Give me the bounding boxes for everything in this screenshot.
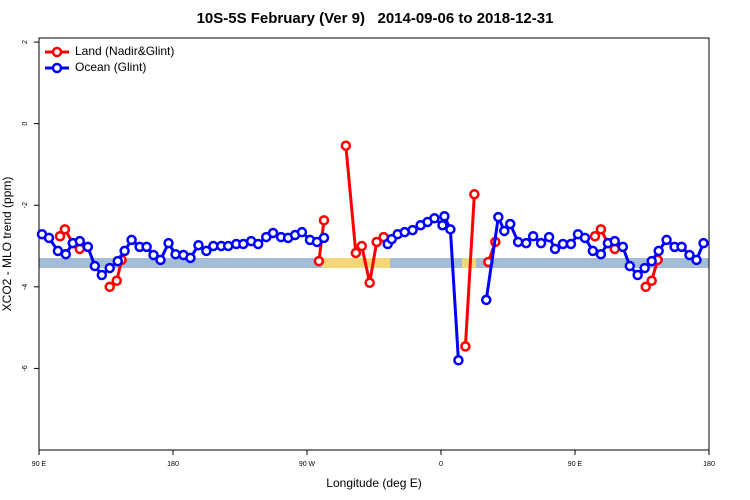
x-tick-label: 90 E bbox=[32, 461, 47, 468]
x-tick-label: 180 bbox=[167, 461, 179, 468]
data-point bbox=[163, 237, 174, 249]
data-point bbox=[111, 275, 122, 286]
data-point bbox=[54, 230, 66, 242]
data-point bbox=[252, 238, 264, 250]
y-tick-label: -4 bbox=[22, 284, 29, 290]
data-point bbox=[429, 213, 440, 224]
data-point bbox=[60, 248, 72, 260]
data-point bbox=[646, 275, 657, 286]
chart-title: 10S-5S February (Ver 9) 2014-09-06 to 20… bbox=[197, 10, 554, 27]
data-point bbox=[640, 281, 651, 293]
y-tick-label: 2 bbox=[22, 40, 29, 44]
data-point bbox=[549, 243, 561, 255]
data-point bbox=[512, 236, 524, 248]
data-point bbox=[371, 236, 382, 248]
data-point bbox=[639, 262, 650, 274]
data-point bbox=[267, 227, 279, 239]
x-tick-label: 90 W bbox=[299, 461, 316, 468]
data-point bbox=[59, 224, 71, 235]
data-point bbox=[661, 234, 672, 246]
data-point bbox=[595, 224, 607, 235]
data-point bbox=[589, 230, 601, 242]
data-point bbox=[222, 240, 234, 252]
data-point bbox=[119, 245, 130, 257]
y-tick-label: -6 bbox=[22, 365, 29, 371]
data-point bbox=[579, 232, 591, 244]
plot-frame bbox=[38, 37, 710, 451]
data-point bbox=[89, 260, 101, 272]
data-point bbox=[148, 249, 159, 261]
data-point bbox=[356, 240, 368, 252]
data-point bbox=[617, 241, 629, 253]
data-point bbox=[493, 211, 504, 223]
legend-label: Land (Nadir&Glint) bbox=[75, 44, 174, 58]
y-axis-label: XCO2 - MLO trend (ppm) bbox=[0, 177, 14, 312]
data-point bbox=[543, 231, 555, 243]
data-point bbox=[439, 211, 450, 222]
data-point bbox=[646, 255, 657, 267]
data-point bbox=[141, 241, 152, 253]
data-point bbox=[595, 248, 607, 260]
data-point bbox=[445, 224, 456, 235]
data-point bbox=[691, 254, 702, 266]
legend-marker bbox=[51, 62, 63, 74]
data-point bbox=[126, 234, 137, 246]
data-point bbox=[193, 239, 204, 251]
data-point bbox=[364, 277, 375, 289]
data-point bbox=[504, 218, 516, 230]
data-point bbox=[535, 237, 547, 249]
data-point bbox=[313, 255, 325, 267]
legend-label: Ocean (Glint) bbox=[75, 60, 146, 74]
data-point bbox=[74, 235, 86, 247]
x-tick-label: 0 bbox=[439, 461, 443, 468]
data-point bbox=[527, 230, 539, 242]
y-tick-label: 0 bbox=[22, 122, 29, 126]
data-point bbox=[565, 238, 577, 250]
data-point bbox=[82, 241, 94, 253]
data-point bbox=[340, 140, 352, 151]
data-point bbox=[43, 232, 55, 244]
data-point bbox=[104, 262, 115, 274]
data-point bbox=[624, 260, 636, 272]
data-point bbox=[587, 245, 599, 257]
data-point bbox=[469, 188, 480, 200]
data-point bbox=[318, 232, 330, 244]
data-point bbox=[653, 245, 664, 257]
data-point bbox=[407, 224, 418, 236]
data-point bbox=[318, 215, 330, 226]
x-tick-label: 180 bbox=[703, 461, 715, 468]
legend-marker bbox=[51, 46, 63, 58]
data-point bbox=[520, 237, 532, 249]
land-strip bbox=[322, 258, 390, 268]
data-point bbox=[460, 341, 471, 352]
data-point bbox=[155, 254, 166, 266]
x-tick-label: 90 E bbox=[568, 461, 583, 468]
data-point bbox=[185, 252, 196, 264]
data-point bbox=[684, 249, 695, 261]
data-point bbox=[96, 269, 108, 281]
data-point bbox=[676, 241, 687, 253]
data-point bbox=[609, 235, 621, 247]
data-point bbox=[453, 355, 464, 366]
data-point bbox=[499, 225, 510, 237]
x-axis-label: Longitude (deg E) bbox=[326, 476, 421, 490]
data-point bbox=[481, 294, 492, 306]
data-point bbox=[698, 237, 709, 249]
data-point bbox=[350, 247, 362, 259]
data-point bbox=[104, 281, 115, 293]
data-point bbox=[112, 255, 124, 267]
data-point bbox=[201, 245, 212, 257]
y-tick-label: -2 bbox=[22, 202, 29, 208]
data-point bbox=[437, 219, 448, 231]
data-point bbox=[632, 269, 643, 281]
data-point bbox=[296, 226, 308, 238]
